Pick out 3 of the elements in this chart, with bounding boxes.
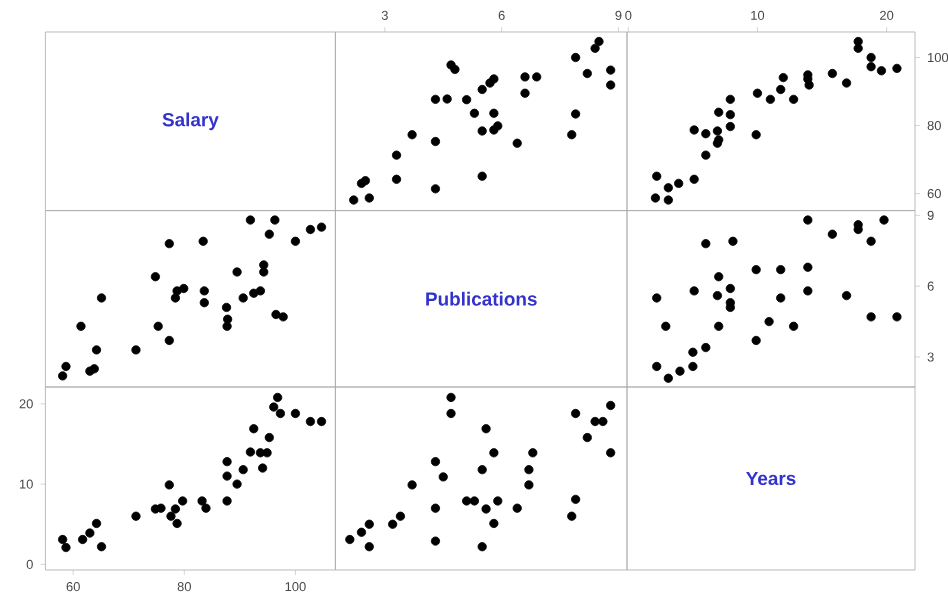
text: Salary [162, 112, 219, 131]
text: Publications [426, 291, 537, 306]
text: Years [746, 471, 796, 486]
